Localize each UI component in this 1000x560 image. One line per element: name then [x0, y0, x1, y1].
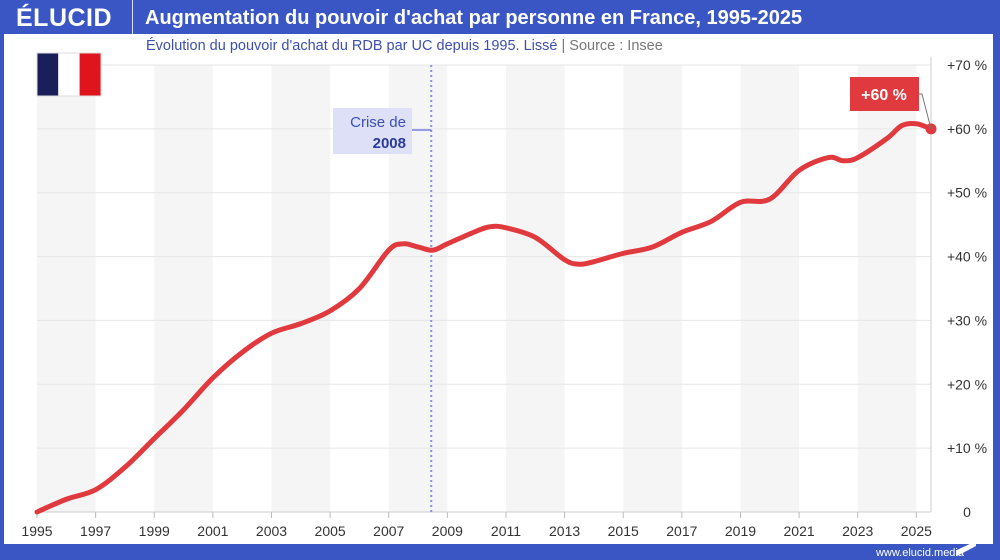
x-tick-label: 1997 — [80, 523, 111, 539]
flag-stripe — [58, 53, 80, 96]
flag-stripe — [79, 53, 101, 96]
france-flag — [36, 52, 102, 97]
y-tick-label: 0 — [963, 504, 971, 520]
crisis-label-box — [333, 108, 412, 154]
x-tick-label: 2005 — [315, 523, 346, 539]
x-tick-label: 2011 — [491, 523, 521, 539]
crisis-label-line1: Crise de — [350, 114, 406, 131]
end-label-connector — [918, 93, 932, 129]
y-tick-label: +20 % — [947, 376, 987, 392]
series-line — [34, 120, 934, 515]
x-tick-label: 1995 — [21, 523, 52, 539]
y-tick-label: +70 % — [947, 57, 987, 73]
footer-url[interactable]: www.elucid.media — [875, 547, 964, 559]
chart-subtitle: Évolution du pouvoir d'achat du RDB par … — [146, 38, 663, 54]
y-tick-label: +60 % — [947, 121, 987, 137]
x-tick-label: 2013 — [549, 523, 580, 539]
background-band — [857, 65, 917, 512]
x-tick-label: 2001 — [197, 523, 228, 539]
x-tick-label: 2017 — [666, 523, 697, 539]
header-divider — [132, 0, 133, 34]
elucid-logo: ÉLUCID — [16, 4, 113, 32]
x-tick-label: 2025 — [901, 523, 932, 539]
x-tick-label: 2019 — [725, 523, 756, 539]
subtitle-text: Évolution du pouvoir d'achat du RDB par … — [146, 38, 558, 54]
end-label-text: +60 % — [861, 87, 907, 104]
x-tick-label: 2021 — [784, 523, 815, 539]
flag-stripe — [37, 53, 59, 96]
background-band — [740, 65, 800, 512]
end-label-box — [850, 77, 919, 111]
x-tick-label: 2003 — [256, 523, 287, 539]
x-tick-label: 2009 — [432, 523, 463, 539]
x-tick-label: 2007 — [373, 523, 404, 539]
x-tick-label: 2015 — [608, 523, 639, 539]
subtitle-separator: | — [561, 38, 566, 54]
y-tick-label: +40 % — [947, 249, 987, 265]
crisis-label-line2: 2008 — [373, 135, 406, 152]
background-band — [271, 65, 331, 512]
source-text: Source : Insee — [569, 38, 663, 54]
background-band — [37, 65, 96, 512]
y-tick-label: +50 % — [947, 185, 987, 201]
x-tick-label: 2023 — [842, 523, 873, 539]
background-band — [154, 65, 213, 512]
chart-title: Augmentation du pouvoir d'achat par pers… — [145, 7, 803, 29]
y-tick-label: +10 % — [947, 440, 987, 456]
background-band — [505, 65, 565, 512]
x-tick-label: 1999 — [139, 523, 170, 539]
background-band — [623, 65, 682, 512]
elucid-footer-logo-icon — [957, 541, 976, 556]
y-tick-label: +30 % — [947, 312, 987, 328]
